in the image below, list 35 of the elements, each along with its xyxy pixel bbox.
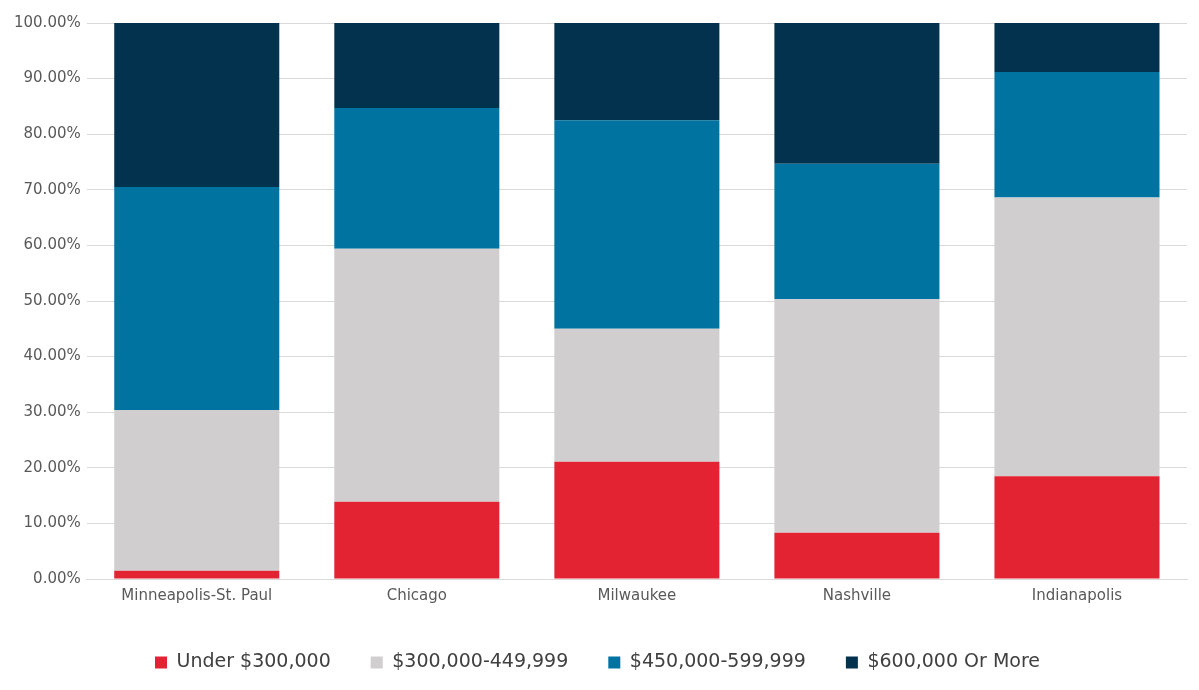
bar — [554, 461, 720, 579]
legend-label: Under $300,000 — [176, 649, 331, 672]
bar — [114, 23, 280, 188]
bar — [994, 23, 1160, 72]
x-tick-label: Minneapolis-St. Paul — [121, 585, 273, 604]
y-tick-label: 0.00% — [33, 568, 81, 587]
bar — [334, 108, 500, 249]
y-tick-label: 100.00% — [13, 12, 81, 31]
y-tick-label: 80.00% — [23, 124, 81, 143]
y-tick-label: 40.00% — [23, 346, 81, 365]
y-tick-label: 20.00% — [23, 457, 81, 476]
y-tick-label: 90.00% — [23, 68, 81, 87]
x-tick-label: Chicago — [386, 585, 447, 604]
legend-label: $450,000-599,999 — [629, 649, 806, 672]
bar — [994, 476, 1160, 579]
bar — [334, 23, 500, 109]
x-tick-label: Nashville — [822, 585, 892, 604]
bar — [774, 23, 940, 164]
y-tick-label: 30.00% — [23, 402, 81, 421]
x-tick-label: Indianapolis — [1031, 585, 1123, 604]
y-tick-label: 50.00% — [23, 290, 81, 309]
bar — [774, 532, 940, 579]
bar — [114, 570, 280, 579]
bar — [554, 120, 720, 329]
bar — [114, 187, 280, 410]
bar — [774, 163, 940, 300]
y-tick-label: 10.00% — [23, 513, 81, 532]
bar — [554, 23, 720, 121]
y-tick-label: 60.00% — [23, 235, 81, 254]
legend-label: $300,000-449,999 — [392, 649, 569, 672]
y-tick-label: 70.00% — [23, 179, 81, 198]
legend-label: $600,000 Or More — [867, 649, 1040, 672]
x-tick-label: Milwaukee — [597, 585, 677, 604]
bar — [334, 501, 500, 579]
bar — [994, 71, 1160, 198]
